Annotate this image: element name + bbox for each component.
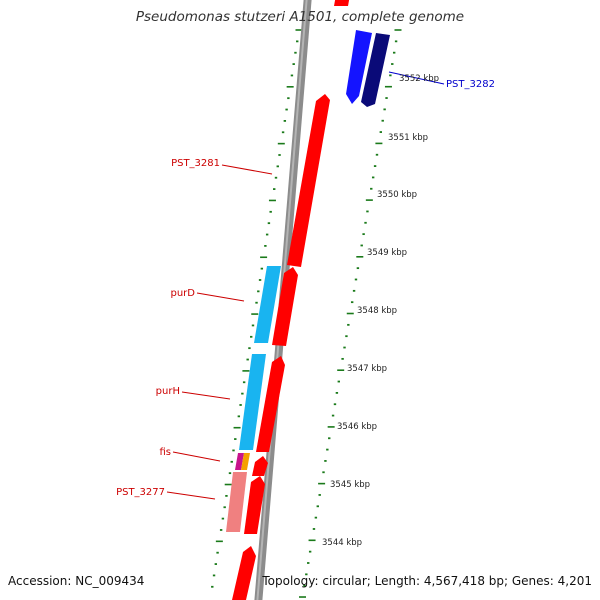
gene-label-pst3281: PST_3281 xyxy=(171,158,220,169)
leader-pst3281 xyxy=(221,164,273,175)
gene-arrow-purH xyxy=(256,356,285,452)
gene-arrow-lower xyxy=(232,546,256,600)
leader-pst3277 xyxy=(166,491,216,500)
cyan-block-purH xyxy=(239,354,266,450)
scale-label-3548: 3548 kbp xyxy=(357,306,397,316)
scale-label-3546: 3546 kbp xyxy=(337,422,377,432)
scale-label-3552: 3552 kbp xyxy=(399,74,439,84)
pink-block-pst3277 xyxy=(226,472,247,532)
accession-text: Accession: NC_009434 xyxy=(8,574,145,588)
gene-arrow-navy xyxy=(361,33,390,107)
scale-label-3551: 3551 kbp xyxy=(388,133,428,143)
cyan-block-purD xyxy=(254,266,281,343)
gene-arrow-pst3282-blue xyxy=(346,30,372,104)
scale-labels: 3552 kbp 3551 kbp 3550 kbp 3549 kbp 3548… xyxy=(322,74,439,548)
scale-label-3549: 3549 kbp xyxy=(367,248,407,258)
leader-pst3282 xyxy=(388,71,445,85)
gene-label-pst3277: PST_3277 xyxy=(116,487,165,498)
inner-tick-ring xyxy=(299,29,402,598)
scale-label-3545: 3545 kbp xyxy=(330,480,370,490)
scale-label-3547: 3547 kbp xyxy=(347,364,387,374)
gene-labels: PST_3282 PST_3281 purD purH fis PST_3277 xyxy=(116,79,495,498)
gene-arrow-purD xyxy=(272,267,298,346)
leader-purD xyxy=(196,292,245,302)
gene-label-purH: purH xyxy=(156,386,180,397)
scale-label-3544: 3544 kbp xyxy=(322,538,362,548)
outer-tick-ring xyxy=(211,29,303,588)
forward-strand-features xyxy=(346,30,390,107)
leader-purH xyxy=(181,391,231,400)
label-leader-lines xyxy=(166,71,445,500)
gene-label-pst3282: PST_3282 xyxy=(446,79,495,90)
map-title: Pseudomonas stutzeri A1501, complete gen… xyxy=(135,9,465,25)
topology-summary: Topology: circular; Length: 4,567,418 bp… xyxy=(262,574,592,588)
reverse-strand-features xyxy=(232,0,350,600)
gene-arrow-fis xyxy=(252,456,268,476)
leader-fis xyxy=(172,451,221,462)
scale-label-3550: 3550 kbp xyxy=(377,190,417,200)
feature-track xyxy=(226,266,281,532)
orange-block-fis xyxy=(241,453,250,470)
gene-arrow-pst3281 xyxy=(287,94,330,267)
gene-label-purD: purD xyxy=(171,288,196,299)
gene-arrow-top xyxy=(334,0,350,6)
gene-arrow-pst3277 xyxy=(244,476,265,534)
gene-label-fis: fis xyxy=(159,447,171,458)
